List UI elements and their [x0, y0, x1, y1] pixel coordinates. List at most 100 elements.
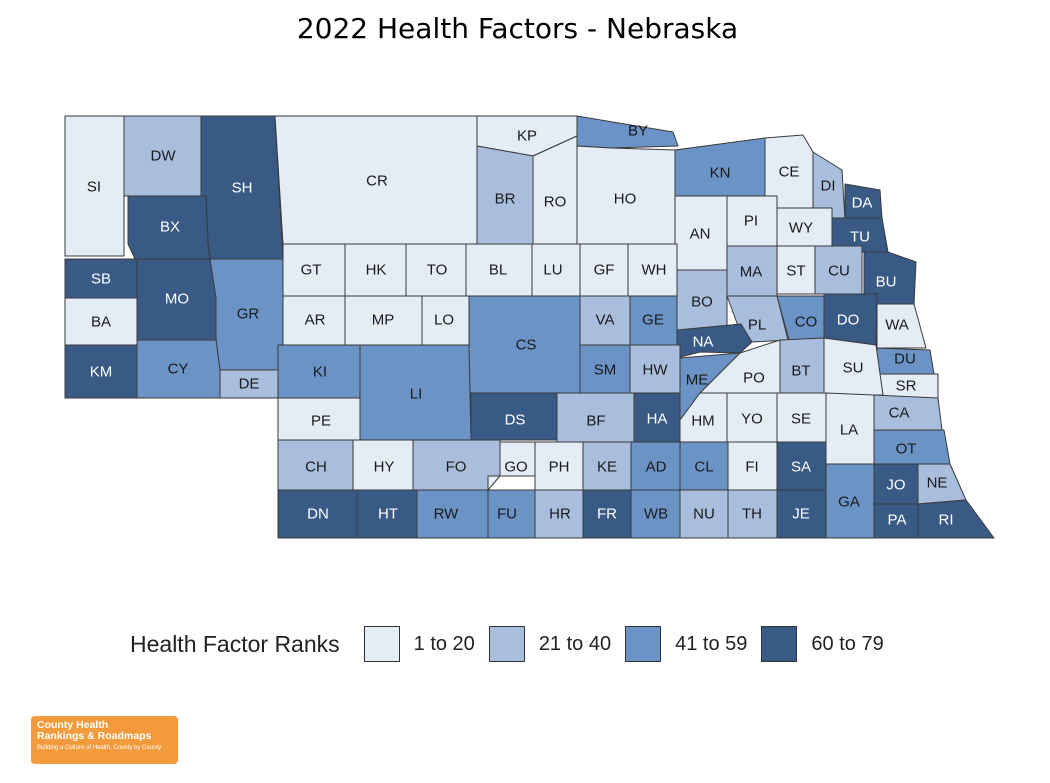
legend-swatch — [488, 626, 525, 662]
legend-title: Health Factor Ranks — [130, 630, 340, 657]
nebraska-county-map: SI DW SH BX CR KP BY BR RO HO KN CE DI DA TU BU AN PI WY SB… — [64, 115, 995, 539]
county-label-pe: PE — [311, 413, 331, 430]
county-label-lo: LO — [434, 312, 454, 329]
county-label-ch: CH — [305, 459, 327, 476]
county-si — [64, 115, 125, 257]
county-label-sr: SR — [896, 378, 917, 395]
county-label-go: GO — [504, 459, 527, 476]
county-label-cr: CR — [366, 173, 388, 190]
county-label-kn: KN — [710, 165, 731, 182]
county-label-ha: HA — [647, 411, 668, 428]
county-label-ce: CE — [779, 164, 800, 181]
county-label-st: ST — [786, 263, 805, 280]
legend-label: 60 to 79 — [811, 632, 884, 655]
county-label-ph: PH — [549, 459, 570, 476]
county-label-hm: HM — [691, 413, 714, 430]
county-label-va: VA — [596, 312, 615, 329]
county-label-wb: WB — [644, 506, 668, 523]
county-label-fu: FU — [497, 506, 517, 523]
county-label-co: CO — [795, 314, 818, 331]
county-label-jo: JO — [886, 477, 905, 494]
county-label-se: SE — [791, 411, 811, 428]
county-label-hr: HR — [549, 506, 571, 523]
county-label-di: DI — [821, 178, 836, 195]
legend-item-41-to-59: 41 to 59 — [625, 626, 747, 662]
county-label-ga: GA — [838, 494, 860, 511]
legend-label: 1 to 20 — [413, 632, 475, 655]
county-label-ar: AR — [305, 312, 326, 329]
county-label-gf: GF — [594, 262, 615, 279]
county-label-ot: OT — [896, 441, 917, 458]
county-label-hw: HW — [643, 362, 669, 379]
county-label-do: DO — [837, 312, 860, 329]
county-label-cu: CU — [828, 263, 850, 280]
county-label-ba: BA — [91, 314, 111, 331]
county-label-ri: RI — [939, 512, 954, 529]
county-label-pa: PA — [888, 512, 907, 529]
county-label-gr: GR — [237, 306, 260, 323]
county-label-an: AN — [690, 226, 711, 243]
county-label-rw: RW — [434, 506, 460, 523]
county-label-li: LI — [410, 386, 423, 403]
legend-swatch — [761, 626, 798, 662]
legend-swatch — [625, 626, 662, 662]
county-label-tu: TU — [850, 229, 870, 246]
county-label-fi: FI — [745, 459, 758, 476]
county-label-ki: KI — [313, 364, 327, 381]
chrr-logo: County Health Rankings & Roadmaps Buildi… — [31, 716, 178, 764]
county-label-ke: KE — [597, 459, 617, 476]
county-wa — [876, 303, 927, 349]
logo-line-1: County Health — [37, 719, 109, 731]
county-label-cl: CL — [694, 459, 713, 476]
county-label-cy: CY — [168, 361, 189, 378]
county-label-ne: NE — [927, 475, 948, 492]
county-label-mp: MP — [372, 312, 395, 329]
county-label-pi: PI — [744, 213, 758, 230]
county-label-du: DU — [894, 351, 916, 368]
county-label-bx: BX — [160, 219, 180, 236]
county-label-hy: HY — [374, 459, 395, 476]
county-label-sb: SB — [91, 271, 111, 288]
county-label-km: KM — [90, 364, 113, 381]
county-label-la: LA — [840, 422, 858, 439]
county-label-hk: HK — [366, 262, 387, 279]
county-label-ht: HT — [378, 506, 398, 523]
map-title: 2022 Health Factors - Nebraska — [296, 12, 739, 45]
county-label-lu: LU — [543, 262, 562, 279]
county-label-by: BY — [628, 123, 648, 140]
county-label-ad: AD — [646, 459, 667, 476]
county-label-wy: WY — [789, 220, 813, 237]
county-label-bo: BO — [691, 294, 713, 311]
county-label-bf: BF — [586, 413, 605, 430]
county-label-sm: SM — [594, 362, 617, 379]
county-label-de: DE — [239, 376, 260, 393]
county-label-bl: BL — [489, 262, 507, 279]
county-label-dn: DN — [307, 506, 329, 523]
logo-tagline: Building a Culture of Health, County by … — [37, 745, 162, 751]
county-je — [776, 489, 827, 539]
county-label-po: PO — [743, 370, 765, 387]
county-label-na: NA — [693, 334, 714, 351]
county-label-yo: YO — [741, 411, 763, 428]
county-ri — [917, 499, 995, 539]
county-label-th: TH — [742, 506, 762, 523]
county-label-ge: GE — [642, 312, 664, 329]
county-label-kp: KP — [517, 128, 537, 145]
legend-label: 21 to 40 — [538, 632, 612, 655]
county-label-da: DA — [852, 195, 873, 212]
county-label-mo: MO — [165, 291, 189, 308]
county-label-ro: RO — [544, 194, 567, 211]
county-label-br: BR — [495, 191, 516, 208]
county-label-ho: HO — [614, 191, 637, 208]
county-label-ca: CA — [889, 405, 910, 422]
county-label-bu: BU — [876, 274, 897, 291]
county-label-nu: NU — [693, 506, 715, 523]
county-label-je: JE — [792, 506, 810, 523]
county-label-cs: CS — [516, 337, 537, 354]
county-label-dw: DW — [151, 148, 177, 165]
logo-line-2: Rankings & Roadmaps — [37, 730, 152, 742]
county-label-gt: GT — [301, 262, 322, 279]
legend-item-21-to-40: 21 to 40 — [488, 626, 612, 662]
county-label-me: ME — [686, 372, 709, 389]
county-label-si: SI — [87, 179, 101, 196]
